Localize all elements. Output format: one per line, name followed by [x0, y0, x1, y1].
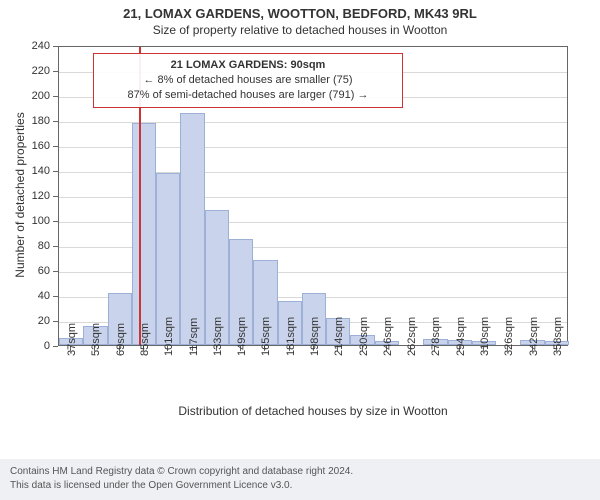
- footer-line-2: This data is licensed under the Open Gov…: [10, 479, 590, 493]
- y-tick-label: 200: [20, 90, 50, 102]
- y-tick-label: 120: [20, 190, 50, 202]
- y-tick-label: 180: [20, 115, 50, 127]
- y-tick-label: 60: [20, 265, 50, 277]
- y-tick-mark: [53, 346, 58, 347]
- y-tick-label: 220: [20, 65, 50, 77]
- annotation-box: 21 LOMAX GARDENS: 90sqm ← 8% of detached…: [93, 53, 403, 108]
- y-tick-label: 0: [20, 340, 50, 352]
- y-tick-mark: [53, 246, 58, 247]
- y-tick-label: 240: [20, 40, 50, 52]
- y-tick-mark: [53, 196, 58, 197]
- plot-area: 21 LOMAX GARDENS: 90sqm ← 8% of detached…: [58, 46, 568, 346]
- annotation-line-2: 87% of semi-detached houses are larger (…: [102, 88, 394, 103]
- y-tick-mark: [53, 271, 58, 272]
- footer: Contains HM Land Registry data © Crown c…: [0, 458, 600, 500]
- y-tick-mark: [53, 46, 58, 47]
- y-tick-mark: [53, 221, 58, 222]
- histogram-bar: [132, 123, 156, 346]
- y-tick-mark: [53, 296, 58, 297]
- y-tick-mark: [53, 146, 58, 147]
- y-tick-label: 80: [20, 240, 50, 252]
- y-tick-mark: [53, 171, 58, 172]
- y-tick-label: 100: [20, 215, 50, 227]
- y-tick-label: 160: [20, 140, 50, 152]
- annotation-line-1: ← 8% of detached houses are smaller (75): [102, 73, 394, 88]
- annotation-title: 21 LOMAX GARDENS: 90sqm: [102, 58, 394, 73]
- chart-outer: Number of detached properties 21 LOMAX G…: [58, 46, 578, 404]
- y-tick-label: 140: [20, 165, 50, 177]
- histogram-bar: [180, 113, 204, 346]
- y-tick-mark: [53, 96, 58, 97]
- footer-line-1: Contains HM Land Registry data © Crown c…: [10, 465, 590, 479]
- y-tick-mark: [53, 321, 58, 322]
- chart-subtitle: Size of property relative to detached ho…: [0, 21, 600, 41]
- y-tick-label: 20: [20, 315, 50, 327]
- chart-container: 21, LOMAX GARDENS, WOOTTON, BEDFORD, MK4…: [0, 0, 600, 500]
- x-axis-title: Distribution of detached houses by size …: [58, 404, 568, 418]
- y-tick-mark: [53, 71, 58, 72]
- y-tick-mark: [53, 121, 58, 122]
- chart-title: 21, LOMAX GARDENS, WOOTTON, BEDFORD, MK4…: [0, 0, 600, 21]
- y-tick-label: 40: [20, 290, 50, 302]
